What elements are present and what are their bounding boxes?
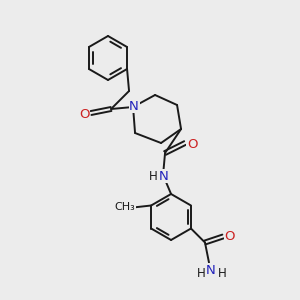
Text: O: O xyxy=(225,230,235,243)
Text: O: O xyxy=(187,137,197,151)
Text: O: O xyxy=(79,107,89,121)
Text: H: H xyxy=(218,267,226,280)
Text: N: N xyxy=(129,100,139,112)
Text: N: N xyxy=(159,169,169,182)
Text: N: N xyxy=(206,264,216,277)
Text: CH₃: CH₃ xyxy=(115,202,136,212)
Text: H: H xyxy=(149,169,158,182)
Text: H: H xyxy=(196,267,205,280)
